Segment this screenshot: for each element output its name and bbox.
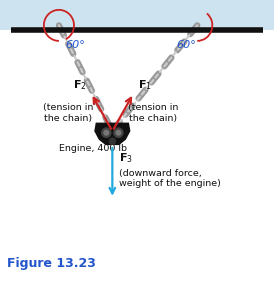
Bar [0, 27, 274, 28]
Text: $\mathbf{F}_2$: $\mathbf{F}_2$ [73, 78, 87, 92]
Bar [0, 19, 274, 21]
Bar [0, 24, 274, 25]
Text: 60°: 60° [65, 40, 85, 50]
Text: Engine, 400 lb: Engine, 400 lb [59, 144, 127, 153]
Bar [0, 21, 274, 22]
Bar [0, 12, 274, 13]
Bar [0, 16, 274, 18]
Text: Figure 13.23: Figure 13.23 [7, 257, 96, 270]
Bar [0, 5, 274, 6]
Text: 60°: 60° [176, 40, 196, 50]
Text: (tension in
the chain): (tension in the chain) [128, 103, 178, 123]
FancyBboxPatch shape [0, 0, 274, 30]
Circle shape [102, 128, 111, 137]
Circle shape [114, 128, 123, 137]
Bar [0, 10, 274, 12]
Bar [0, 9, 274, 10]
Bar [0, 22, 274, 24]
Circle shape [104, 130, 109, 135]
Circle shape [109, 138, 115, 144]
Text: (downward force,
weight of the engine): (downward force, weight of the engine) [119, 169, 221, 188]
Text: (tension in
the chain): (tension in the chain) [43, 103, 93, 123]
Polygon shape [94, 123, 130, 145]
Bar [0, 7, 274, 9]
Bar [0, 13, 274, 15]
Text: $\mathbf{F}_1$: $\mathbf{F}_1$ [138, 78, 152, 92]
Bar [0, 25, 274, 27]
Bar [0, 3, 274, 5]
Circle shape [116, 130, 121, 135]
Text: $\mathbf{F}_3$: $\mathbf{F}_3$ [119, 151, 133, 164]
Bar [0, 1, 274, 3]
Bar [0, 28, 274, 30]
Bar [0, 6, 274, 7]
Bar [0, 0, 274, 1]
Bar [0, 18, 274, 19]
Bar [0, 15, 274, 16]
